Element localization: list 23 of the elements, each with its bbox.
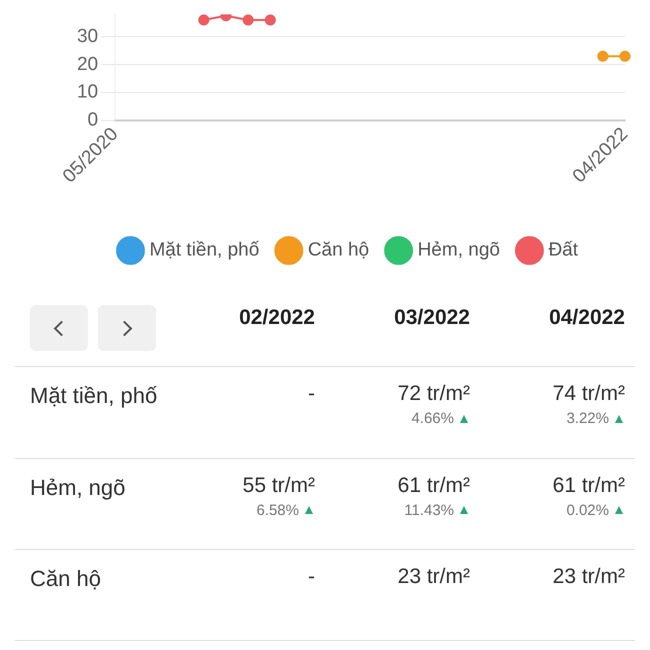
text: 61 tr/m² 11.43% [398, 474, 470, 518]
text: - [308, 565, 315, 588]
category-label: 04/2022 [549, 306, 625, 329]
text: - [308, 382, 315, 405]
category-label: Hẻm, ngõ [30, 474, 126, 500]
category-label: Mặt tiền, phố [30, 383, 158, 408]
y-tick-label: 30 [76, 26, 98, 47]
category-label: Căn hộ [30, 566, 101, 591]
legend-label: Đất [548, 240, 579, 261]
y-tick-label: 0 [88, 110, 98, 131]
legend-label: Hẻm, ngõ [418, 240, 500, 261]
legend-label: Mặt tiền, phố [149, 240, 260, 261]
category-label: 03/2022 [394, 306, 470, 329]
category-label: 02/2022 [239, 306, 315, 329]
text: 74 tr/m² 3.22% [552, 382, 625, 427]
y-tick-label: 20 [76, 54, 98, 75]
legend-label: Căn hộ [308, 240, 370, 261]
text: 72 tr/m² 4.66% [398, 382, 470, 427]
text: 23 tr/m² [552, 565, 625, 588]
text: 23 tr/m² [398, 565, 470, 588]
y-tick-label: 10 [76, 82, 98, 103]
text: 55 tr/m² 6.58% [242, 474, 315, 518]
text: 61 tr/m² 0.02% [552, 474, 625, 518]
